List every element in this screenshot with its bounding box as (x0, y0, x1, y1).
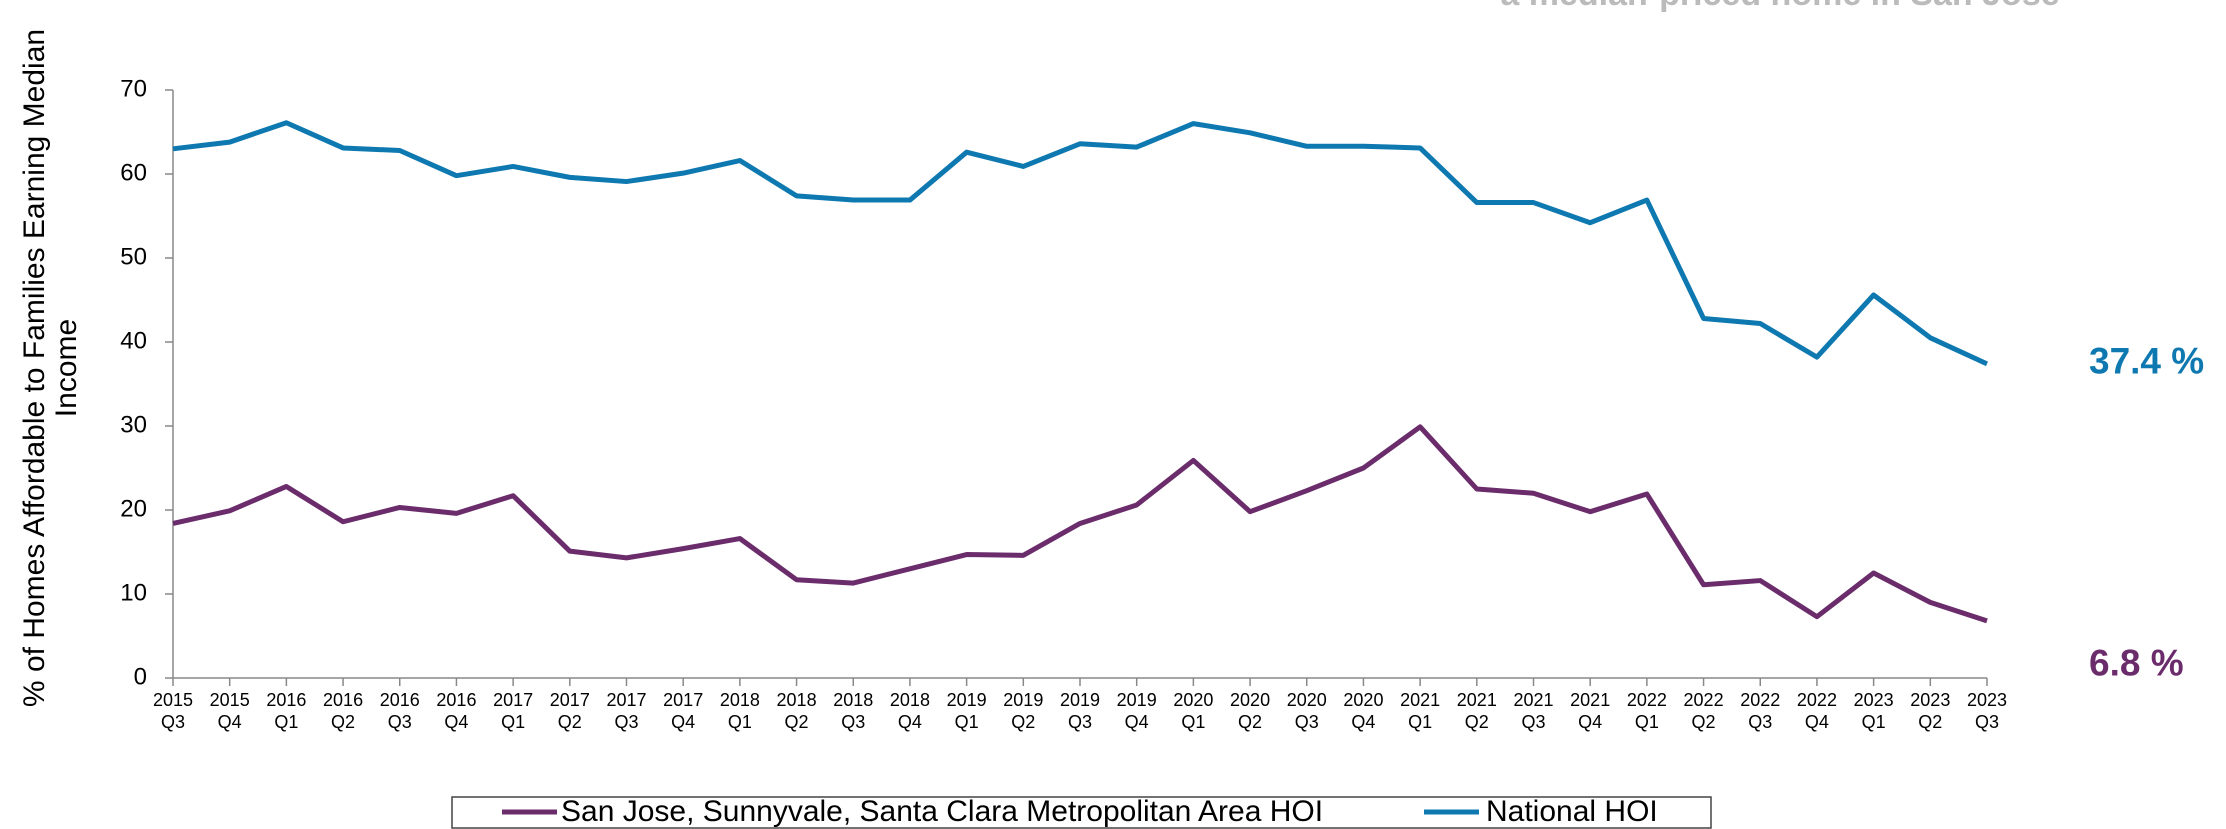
x-tick-label: Q2 (1238, 712, 1262, 732)
x-tick-label: 2023 (1854, 690, 1894, 710)
x-tick-label: 2017 (663, 690, 703, 710)
x-tick-label: 2020 (1173, 690, 1213, 710)
x-tick-label: Q4 (671, 712, 695, 732)
x-tick-label: 2015 (153, 690, 193, 710)
x-tick-label: Q4 (1125, 712, 1149, 732)
x-tick-label: Q1 (1635, 712, 1659, 732)
legend-label: San Jose, Sunnyvale, Santa Clara Metropo… (561, 795, 1323, 828)
x-tick-label: 2017 (606, 690, 646, 710)
legend-box (451, 796, 1712, 829)
x-tick-label: 2022 (1627, 690, 1667, 710)
series-line (172, 424, 1988, 624)
x-tick-label: 2016 (436, 690, 476, 710)
x-tick-label: Q2 (331, 712, 355, 732)
x-tick-label: Q4 (898, 712, 922, 732)
y-tick-label: 70 (120, 75, 147, 102)
x-tick-label: 2017 (550, 690, 590, 710)
x-tick-label: Q4 (444, 712, 468, 732)
y-tick-label: 50 (120, 243, 147, 270)
x-tick-label: Q4 (1805, 712, 1829, 732)
x-tick-label: 2019 (1003, 690, 1043, 710)
x-tick-label: Q1 (1408, 712, 1432, 732)
x-tick-label: 2020 (1230, 690, 1270, 710)
end-label: 6.8 % (2089, 643, 2184, 684)
x-tick-label: Q1 (1862, 712, 1886, 732)
x-tick-label: Q3 (841, 712, 865, 732)
x-tick-label: Q3 (1748, 712, 1772, 732)
x-tick-label: 2020 (1343, 690, 1383, 710)
x-tick-label: Q1 (274, 712, 298, 732)
x-tick-label: Q3 (1068, 712, 1092, 732)
y-tick-label: 10 (120, 579, 147, 606)
x-tick-label: 2021 (1400, 690, 1440, 710)
y-tick-label: 40 (120, 327, 147, 354)
legend-label: National HOI (1486, 795, 1658, 828)
x-tick-label: 2019 (947, 690, 987, 710)
x-tick-label: 2022 (1684, 690, 1724, 710)
y-axis-title: % of Homes Affordable to Families Earnin… (18, 29, 83, 707)
x-tick-label: Q1 (501, 712, 525, 732)
y-tick-label: 60 (120, 159, 147, 186)
x-tick-label: Q2 (1465, 712, 1489, 732)
x-tick-label: 2016 (380, 690, 420, 710)
end-label: 37.4 % (2089, 341, 2204, 382)
x-tick-label: 2018 (777, 690, 817, 710)
x-tick-label: 2016 (266, 690, 306, 710)
x-tick-label: 2020 (1287, 690, 1327, 710)
x-tick-label: 2021 (1570, 690, 1610, 710)
x-tick-label: Q3 (1521, 712, 1545, 732)
y-axis-title-line: Income (50, 319, 83, 417)
x-tick-label: 2019 (1060, 690, 1100, 710)
x-tick-label: Q1 (955, 712, 979, 732)
x-tick-label: Q2 (785, 712, 809, 732)
x-tick-label: Q4 (1578, 712, 1602, 732)
x-tick-label: 2022 (1797, 690, 1837, 710)
x-tick-label: Q4 (218, 712, 242, 732)
x-tick-label: Q1 (728, 712, 752, 732)
x-tick-label: 2018 (833, 690, 873, 710)
x-tick-label: Q2 (1692, 712, 1716, 732)
series-line (172, 120, 1989, 367)
x-tick-label: 2016 (323, 690, 363, 710)
x-tick-label: 2023 (1967, 690, 2007, 710)
y-tick-label: 20 (120, 495, 147, 522)
y-tick-label: 30 (120, 411, 147, 438)
x-tick-label: Q2 (558, 712, 582, 732)
x-tick-label: 2018 (890, 690, 930, 710)
x-tick-label: 2023 (1910, 690, 1950, 710)
x-tick-label: 2022 (1740, 690, 1780, 710)
x-tick-label: 2021 (1457, 690, 1497, 710)
annotation: a median-priced home in San Jose (1500, 0, 2059, 13)
x-tick-label: Q2 (1918, 712, 1942, 732)
x-tick-label: Q3 (388, 712, 412, 732)
x-tick-label: Q3 (614, 712, 638, 732)
x-tick-label: Q2 (1011, 712, 1035, 732)
x-tick-label: Q1 (1181, 712, 1205, 732)
x-tick-label: Q3 (1295, 712, 1319, 732)
x-tick-label: 2021 (1513, 690, 1553, 710)
x-tick-label: 2017 (493, 690, 533, 710)
x-tick-label: 2018 (720, 690, 760, 710)
x-tick-label: Q4 (1351, 712, 1375, 732)
x-tick-label: Q3 (161, 712, 185, 732)
x-tick-label: 2019 (1117, 690, 1157, 710)
y-tick-label: 0 (134, 663, 147, 690)
y-axis-title-line: % of Homes Affordable to Families Earnin… (18, 29, 51, 707)
x-tick-label: 2015 (210, 690, 250, 710)
x-tick-label: Q3 (1975, 712, 1999, 732)
